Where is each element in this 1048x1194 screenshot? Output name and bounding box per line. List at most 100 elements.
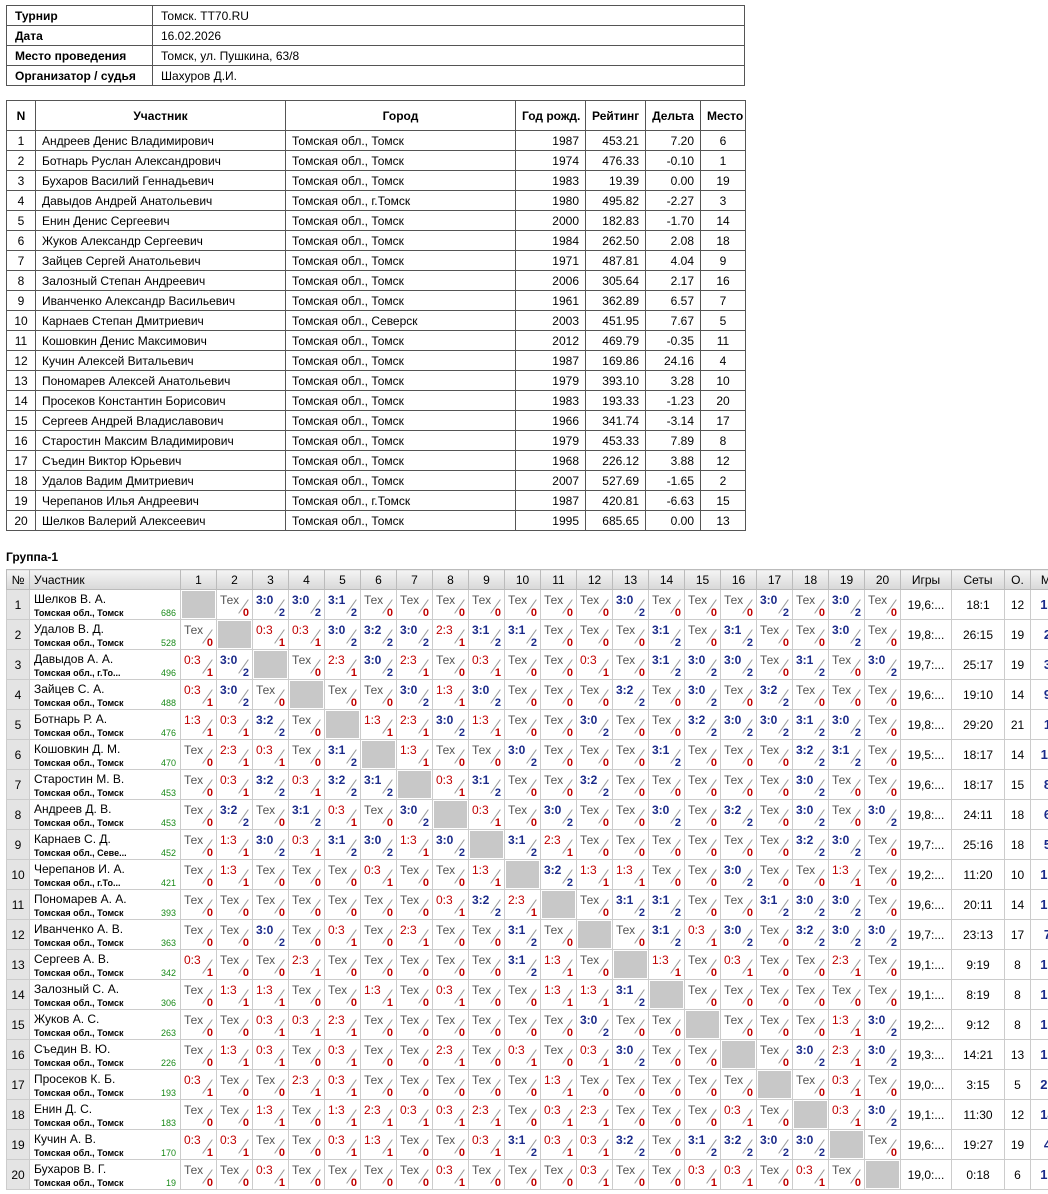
game-cell: Тех 0 [288,1159,325,1190]
game-points: 2 [674,667,681,679]
game-cell: Тех 0 [648,589,685,620]
game-score: Тех [220,1013,240,1027]
game-cell: Тех 0 [396,859,433,890]
game-points: 0 [422,1027,429,1039]
game-points: 0 [566,637,573,649]
header-row: N Участник Город Год рожд. Рейтинг Дельта Мест… [6,100,746,131]
game-points: 0 [602,697,609,709]
row-number: 11 [6,889,30,920]
player-name: Иванченко А. В. [34,922,124,936]
game-points: 1 [242,1057,249,1069]
game-cell: Тех 0 [432,589,469,620]
game-score: Тех [328,863,348,877]
game-cell: Тех 0 [360,1039,397,1070]
game-score: Тех [580,803,600,817]
self-fill [542,891,575,918]
cell: 19 [6,490,36,511]
game-points: 2 [782,907,789,919]
game-score: 2:3 [832,953,849,967]
game-score: 0:3 [472,1133,489,1147]
points: 8 [1004,949,1031,980]
game-cell: Тех 0 [792,679,829,710]
game-points: 0 [494,937,501,949]
game-cell: Тех 0 [684,589,721,620]
game-score: 3:0 [400,623,418,637]
game-points: 1 [206,1147,213,1159]
cell: 19 [700,170,746,191]
game-score: 1:3 [220,863,237,877]
game-cell: Тех 0 [504,679,541,710]
self-cell [288,679,325,710]
game-cell: 0:3 1 [432,979,469,1010]
game-cell: Тех 0 [792,619,829,650]
game-points: 0 [602,847,609,859]
game-cell: 3:0 2 [216,679,253,710]
game-score: Тех [220,923,240,937]
cell: Томская обл., Томск [285,390,516,411]
self-fill [398,771,431,798]
player-row: 17 Просеков К. Б. Томская обл., Томск 193 0:… [6,1069,1048,1100]
game-score: 3:2 [688,713,706,727]
game-points: 0 [674,607,681,619]
game-cell: 3:1 2 [648,889,685,920]
games: 19,0:... [900,1159,952,1190]
game-score: Тех [868,683,888,697]
game-cell: 3:0 2 [756,1129,793,1160]
game-points: 0 [458,1147,465,1159]
game-cell: Тех 0 [720,769,757,800]
game-score: Тех [472,983,492,997]
game-points: 2 [746,667,753,679]
cell: 7 [700,290,746,311]
game-points: 2 [278,727,285,739]
game-cell: Тех 0 [864,739,901,770]
game-cell: 0:3 1 [792,1159,829,1190]
game-cell: Тех 0 [396,889,433,920]
game-score: Тех [328,983,348,997]
game-score: 3:0 [760,1133,778,1147]
game-score: 3:1 [364,773,382,787]
game-score: Тех [760,803,780,817]
game-points: 0 [566,787,573,799]
game-cell: Тех 0 [180,919,217,950]
self-cell [576,919,613,950]
cell: Давыдов Андрей Анатольевич [35,190,286,211]
game-points: 1 [242,727,249,739]
games: 19,7:... [900,649,952,680]
game-cell: Тех 0 [180,1009,217,1040]
game-cell: Тех 0 [504,1069,541,1100]
game-score: 1:3 [652,953,669,967]
game-cell: Тех 0 [180,859,217,890]
games: 19,6:... [900,679,952,710]
game-cell: Тех 0 [540,739,577,770]
game-points: 0 [530,727,537,739]
game-cell: 1:3 1 [396,829,433,860]
place: 10 [1030,889,1048,920]
game-cell: Тех 0 [288,1129,325,1160]
player-cell: Зайцев С. А. Томская обл., Томск 488 [29,679,181,710]
game-score: Тех [688,593,708,607]
group-title: Группа-1 [6,550,59,564]
player-cell: Шелков В. А. Томская обл., Томск 686 [29,589,181,620]
game-score: 3:1 [472,623,490,637]
game-score: 0:3 [292,623,309,637]
game-cell: 1:3 1 [252,1099,289,1130]
game-cell: 0:3 1 [252,619,289,650]
game-cell: 0:3 1 [180,949,217,980]
player-name: Удалов В. Д. [34,622,105,636]
game-points: 2 [854,937,861,949]
column-header: Рейтинг [585,100,646,131]
game-cell: 2:3 1 [468,1099,505,1130]
game-points: 1 [314,967,321,979]
game-cell: 3:0 2 [864,799,901,830]
game-points: 0 [674,877,681,889]
cell: 4 [700,350,746,371]
cell: Пономарев Алексей Анатольевич [35,370,286,391]
game-cell: 3:2 2 [576,769,613,800]
game-points: 0 [638,1027,645,1039]
player-row: 8 Андреев Д. В. Томская обл., Томск 453 Тех 0… [6,799,1048,830]
game-cell: Тех 0 [828,649,865,680]
game-cell: 0:3 1 [252,1039,289,1070]
game-points: 2 [638,607,645,619]
game-score: Тех [220,1073,240,1087]
game-score: 1:3 [436,683,453,697]
